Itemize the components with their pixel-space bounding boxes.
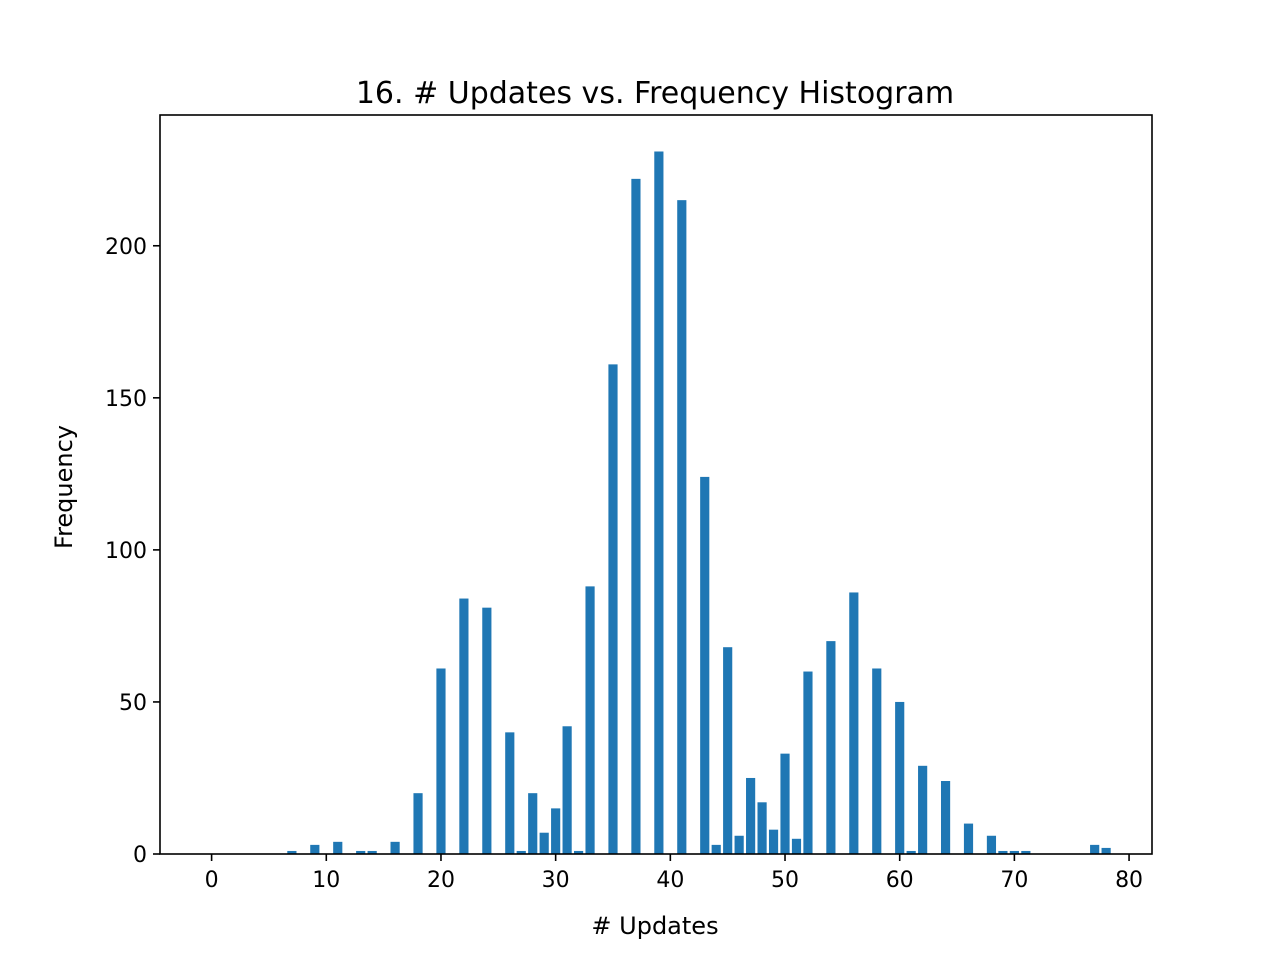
bar-70: [1009, 850, 1019, 854]
bar-48: [757, 802, 767, 854]
bar-50: [780, 753, 790, 854]
bar-29: [539, 832, 549, 854]
chart-title: 16. # Updates vs. Frequency Histogram: [356, 76, 954, 111]
bar-13: [356, 850, 366, 854]
bar-44: [711, 844, 721, 854]
bar-43: [700, 476, 710, 854]
y-tick-label: 200: [105, 235, 147, 260]
bar-62: [918, 765, 928, 854]
bar-77: [1090, 844, 1100, 854]
bar-35: [608, 364, 618, 854]
bar-61: [906, 850, 916, 854]
x-tick-label: 40: [656, 868, 684, 893]
bar-26: [505, 732, 515, 854]
y-tick-label: 150: [105, 387, 147, 412]
bar-11: [333, 841, 343, 854]
bars-group: [287, 151, 1111, 854]
bar-39: [654, 151, 664, 854]
y-axis-ticks: 0 50 100 150 200: [105, 235, 160, 868]
y-tick-label: 0: [133, 843, 147, 868]
bar-60: [895, 701, 905, 854]
bar-78: [1101, 847, 1111, 854]
x-axis-label: # Updates: [591, 912, 718, 940]
bar-58: [872, 668, 882, 854]
bar-33: [585, 586, 595, 854]
x-tick-label: 80: [1115, 868, 1143, 893]
bar-71: [1021, 850, 1031, 854]
x-tick-label: 0: [205, 868, 219, 893]
bar-22: [459, 598, 469, 854]
bar-68: [986, 835, 997, 854]
y-tick-label: 100: [105, 539, 147, 564]
bar-20: [436, 668, 446, 854]
x-tick-label: 30: [542, 868, 570, 893]
bar-37: [631, 178, 641, 854]
bar-56: [849, 592, 859, 854]
bar-49: [768, 829, 779, 854]
x-axis-ticks: 0 10 20 30 40 50 60 70 80: [205, 854, 1143, 893]
bar-52: [803, 671, 813, 854]
bar-31: [562, 726, 572, 854]
bar-54: [826, 641, 836, 854]
bar-51: [791, 838, 802, 854]
bar-24: [482, 607, 492, 854]
x-tick-label: 70: [1000, 868, 1028, 893]
bar-32: [574, 850, 584, 854]
y-axis-label: Frequency: [50, 425, 78, 549]
bar-27: [516, 850, 526, 854]
bar-28: [528, 793, 538, 854]
x-tick-label: 10: [312, 868, 340, 893]
bar-9: [310, 844, 320, 854]
y-tick-label: 50: [119, 691, 147, 716]
bar-14: [367, 850, 377, 854]
x-tick-label: 60: [886, 868, 914, 893]
bar-30: [551, 808, 561, 854]
bar-18: [413, 793, 423, 854]
bar-69: [998, 850, 1008, 854]
bar-45: [723, 647, 733, 854]
plot-frame: [159, 114, 1153, 855]
bar-16: [390, 841, 400, 854]
bar-7: [287, 850, 297, 854]
bar-41: [677, 200, 687, 854]
bar-47: [746, 777, 756, 854]
bar-66: [963, 823, 974, 854]
x-tick-label: 20: [427, 868, 455, 893]
x-tick-label: 50: [771, 868, 799, 893]
bar-46: [734, 835, 744, 854]
bar-64: [940, 781, 951, 854]
